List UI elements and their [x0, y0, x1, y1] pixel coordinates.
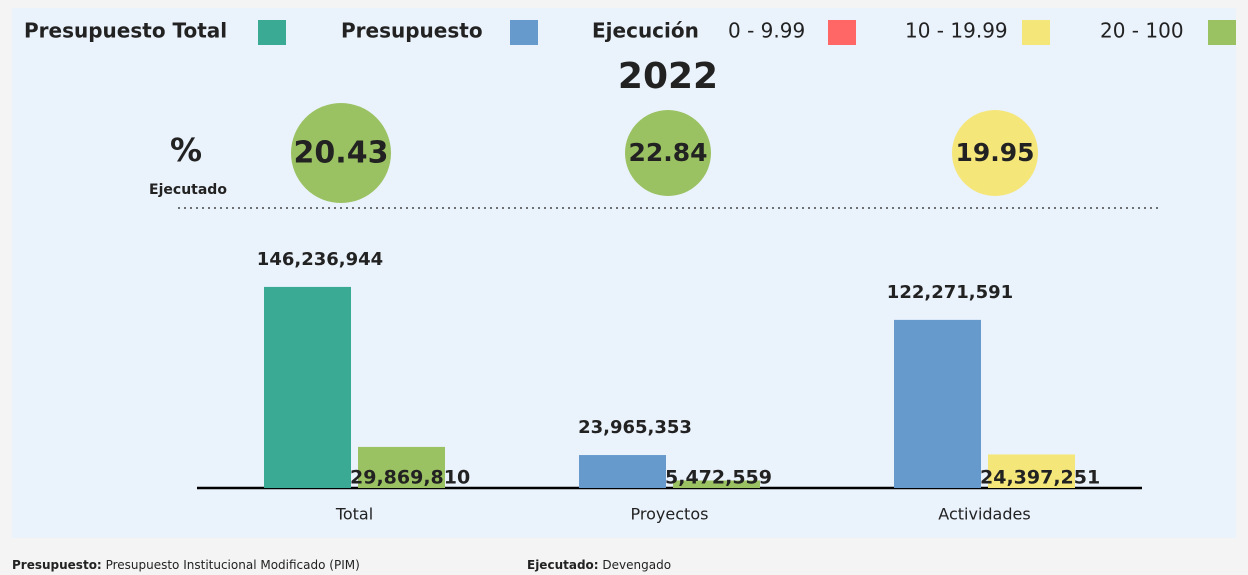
percent-value: 20.43 — [294, 136, 389, 171]
footer-text: Presupuesto Institucional Modificado (PI… — [106, 558, 360, 572]
footer-note: Presupuesto: Presupuesto Institucional M… — [12, 558, 360, 572]
percent-value: 19.95 — [955, 138, 1034, 167]
bar — [579, 455, 666, 488]
data-label: 5,472,559 — [665, 467, 772, 489]
footer-term: Ejecutado: — [527, 558, 599, 572]
x-tick-label: Total — [335, 505, 373, 524]
legend-swatch — [1022, 20, 1050, 45]
percent-circle — [952, 110, 1038, 196]
footer-term: Presupuesto: — [12, 558, 102, 572]
data-label: 24,397,251 — [980, 467, 1100, 489]
bar — [264, 286, 351, 488]
legend-label: Presupuesto — [341, 19, 483, 43]
percent-circle — [291, 103, 391, 203]
legend-swatch — [258, 20, 286, 45]
legend-swatch — [828, 20, 856, 45]
legend-label: Presupuesto Total — [24, 19, 227, 43]
legend-swatch — [1208, 20, 1236, 45]
legend-heading: Ejecución — [592, 19, 699, 43]
legend-label: 20 - 100 — [1100, 19, 1184, 43]
data-label: 29,869,810 — [350, 467, 470, 489]
footer-note: Ejecutado: Devengado — [527, 558, 671, 572]
percent-circle — [625, 110, 711, 196]
bar — [673, 480, 760, 488]
legend-label: 0 - 9.99 — [728, 19, 805, 43]
legend-swatch — [510, 20, 538, 45]
bar — [988, 454, 1075, 488]
percent-sublabel: Ejecutado — [149, 182, 227, 198]
footer-text: Devengado — [602, 558, 671, 572]
data-label: 146,236,944 — [257, 249, 383, 270]
panel — [12, 8, 1236, 538]
chart-title: 2022 — [618, 56, 718, 97]
data-label: 122,271,591 — [887, 282, 1013, 303]
percent-label: % — [170, 131, 202, 169]
bar — [894, 319, 981, 488]
bar — [358, 446, 445, 488]
x-tick-label: Proyectos — [631, 505, 709, 524]
percent-value: 22.84 — [628, 138, 707, 167]
legend-label: 10 - 19.99 — [905, 19, 1008, 43]
x-tick-label: Actividades — [938, 505, 1030, 524]
data-label: 23,965,353 — [578, 417, 692, 438]
